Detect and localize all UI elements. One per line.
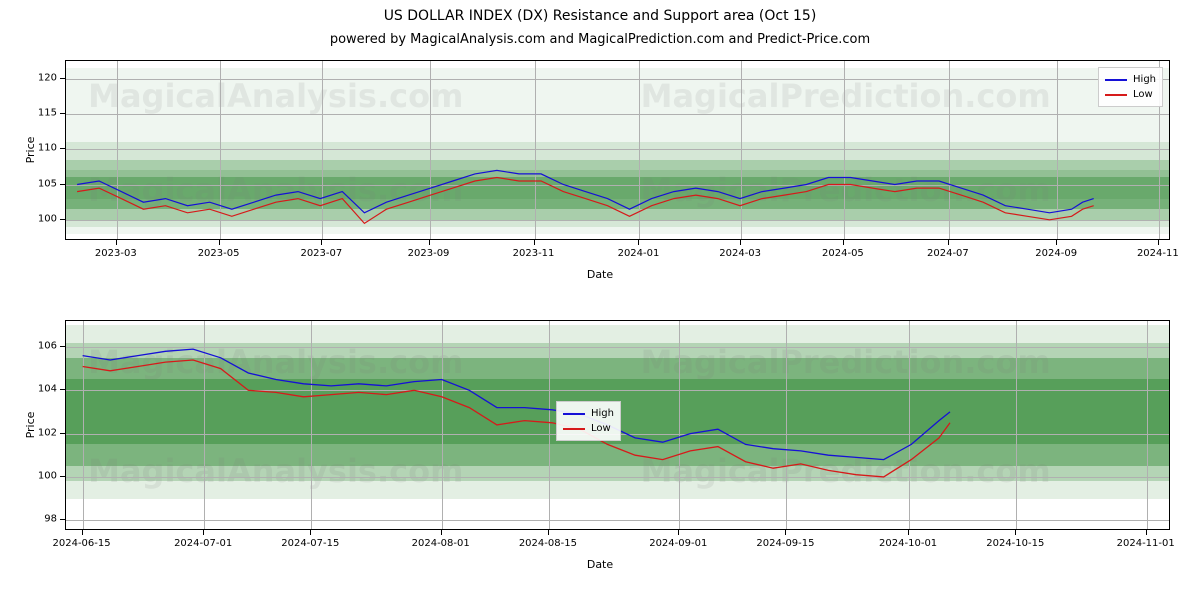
- ytick-label: 105: [31, 178, 57, 189]
- xtick-label: 2024-09: [1035, 248, 1077, 259]
- legend-label: High: [591, 406, 614, 421]
- xtick-mark: [908, 530, 909, 535]
- legend-swatch: [1105, 79, 1127, 81]
- legend-swatch: [563, 428, 585, 430]
- legend: HighLow: [556, 401, 621, 441]
- xtick-label: 2024-09-15: [756, 538, 814, 549]
- legend-swatch: [1105, 94, 1127, 96]
- xtick-mark: [843, 240, 844, 245]
- figure-title: US DOLLAR INDEX (DX) Resistance and Supp…: [0, 8, 1200, 24]
- ytick-label: 98: [31, 514, 57, 525]
- ytick-mark: [60, 389, 65, 390]
- xtick-mark: [678, 530, 679, 535]
- ytick-mark: [60, 476, 65, 477]
- series-svg: [66, 61, 1170, 240]
- ytick-mark: [60, 113, 65, 114]
- series-high-line: [77, 170, 1094, 212]
- ytick-label: 100: [31, 213, 57, 224]
- xtick-label: 2024-10-01: [879, 538, 937, 549]
- ytick-label: 106: [31, 340, 57, 351]
- figure: US DOLLAR INDEX (DX) Resistance and Supp…: [0, 0, 1200, 600]
- xtick-mark: [219, 240, 220, 245]
- xtick-label: 2023-05: [198, 248, 240, 259]
- xtick-mark: [1056, 240, 1057, 245]
- ytick-mark: [60, 78, 65, 79]
- xtick-label: 2024-07-01: [174, 538, 232, 549]
- ytick-label: 100: [31, 470, 57, 481]
- legend-swatch: [563, 413, 585, 415]
- legend-label: Low: [1133, 87, 1153, 102]
- legend-item: High: [563, 406, 614, 421]
- xtick-label: 2024-03: [719, 248, 761, 259]
- panel1-xlabel: Date: [0, 268, 1200, 281]
- xtick-mark: [534, 240, 535, 245]
- xtick-label: 2024-11: [1137, 248, 1179, 259]
- xtick-mark: [203, 530, 204, 535]
- ytick-mark: [60, 184, 65, 185]
- legend-item: Low: [563, 421, 614, 436]
- xtick-mark: [82, 530, 83, 535]
- xtick-mark: [321, 240, 322, 245]
- ytick-mark: [60, 433, 65, 434]
- xtick-label: 2024-08-01: [412, 538, 470, 549]
- xtick-label: 2024-11-01: [1117, 538, 1175, 549]
- ytick-mark: [60, 519, 65, 520]
- panel1-chart: MagicalAnalysis.comMagicalPrediction.com…: [65, 60, 1170, 240]
- legend-item: High: [1105, 72, 1156, 87]
- panel2-chart: MagicalAnalysis.comMagicalPrediction.com…: [65, 320, 1170, 530]
- xtick-mark: [638, 240, 639, 245]
- xtick-mark: [429, 240, 430, 245]
- xtick-mark: [785, 530, 786, 535]
- xtick-label: 2024-07-15: [281, 538, 339, 549]
- xtick-mark: [1158, 240, 1159, 245]
- xtick-label: 2024-01: [618, 248, 660, 259]
- xtick-label: 2023-09: [408, 248, 450, 259]
- xtick-label: 2024-07: [927, 248, 969, 259]
- xtick-mark: [548, 530, 549, 535]
- ytick-label: 120: [31, 72, 57, 83]
- ytick-mark: [60, 148, 65, 149]
- ytick-label: 102: [31, 427, 57, 438]
- series-low-line: [83, 360, 950, 477]
- xtick-label: 2024-06-15: [53, 538, 111, 549]
- xtick-label: 2023-11: [513, 248, 555, 259]
- legend: HighLow: [1098, 67, 1163, 107]
- legend-label: Low: [591, 421, 611, 436]
- ytick-mark: [60, 219, 65, 220]
- xtick-mark: [441, 530, 442, 535]
- xtick-mark: [948, 240, 949, 245]
- xtick-mark: [1146, 530, 1147, 535]
- xtick-mark: [740, 240, 741, 245]
- ytick-mark: [60, 346, 65, 347]
- xtick-mark: [1015, 530, 1016, 535]
- xtick-label: 2023-03: [95, 248, 137, 259]
- figure-subtitle: powered by MagicalAnalysis.com and Magic…: [0, 32, 1200, 47]
- ytick-label: 115: [31, 107, 57, 118]
- xtick-label: 2024-09-01: [649, 538, 707, 549]
- legend-item: Low: [1105, 87, 1156, 102]
- xtick-mark: [310, 530, 311, 535]
- xtick-label: 2024-10-15: [986, 538, 1044, 549]
- ytick-label: 110: [31, 143, 57, 154]
- legend-label: High: [1133, 72, 1156, 87]
- xtick-label: 2023-07: [300, 248, 342, 259]
- ytick-label: 104: [31, 384, 57, 395]
- xtick-mark: [116, 240, 117, 245]
- panel2-xlabel: Date: [0, 558, 1200, 571]
- series-low-line: [77, 178, 1094, 224]
- xtick-label: 2024-08-15: [519, 538, 577, 549]
- xtick-label: 2024-05: [822, 248, 864, 259]
